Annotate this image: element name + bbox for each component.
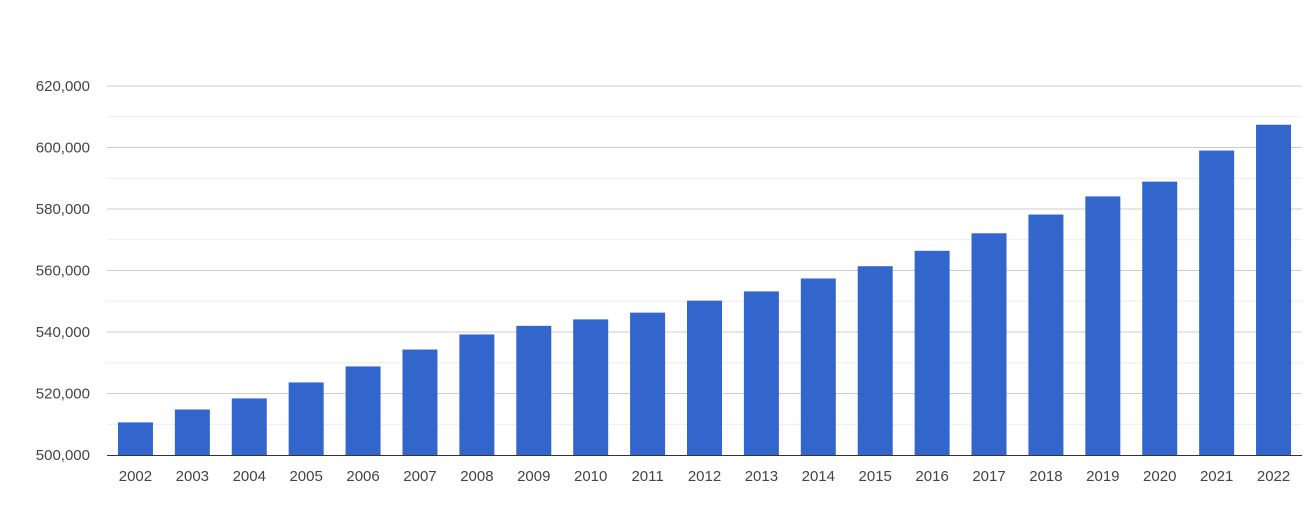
x-tick-label: 2013: [745, 468, 778, 485]
bar-2014: [800, 278, 836, 455]
x-tick-label: 2019: [1086, 468, 1119, 485]
x-tick-label: 2017: [972, 468, 1005, 485]
x-tick-label: 2002: [119, 468, 152, 485]
bar-2019: [1085, 196, 1121, 455]
y-tick-label: 560,000: [36, 263, 90, 280]
y-tick-label: 620,000: [36, 78, 90, 95]
bars: [117, 124, 1292, 456]
bar-2010: [573, 319, 609, 455]
bar-2013: [743, 291, 779, 455]
bar-2017: [971, 233, 1007, 455]
x-tick-label: 2007: [403, 468, 436, 485]
bar-2008: [459, 334, 495, 455]
x-tick-label: 2021: [1200, 468, 1233, 485]
x-tick-label: 2008: [460, 468, 493, 485]
y-axis-ticks: 500,000 520,000 540,000 560,000 580,000 600,0…: [36, 78, 90, 464]
bar-2006: [345, 366, 381, 455]
x-tick-label: 2014: [802, 468, 835, 485]
x-tick-label: 2009: [517, 468, 550, 485]
bar-2011: [630, 312, 666, 455]
bar-2022: [1256, 124, 1292, 456]
x-tick-label: 2020: [1143, 468, 1176, 485]
x-tick-label: 2004: [233, 468, 266, 485]
bar-2007: [402, 349, 438, 455]
x-tick-label: 2012: [688, 468, 721, 485]
y-tick-label: 600,000: [36, 140, 90, 157]
bar-2015: [857, 266, 893, 455]
x-tick-label: 2022: [1257, 468, 1290, 485]
bar-2021: [1199, 150, 1235, 455]
x-tick-label: 2011: [631, 468, 663, 485]
bar-2009: [516, 325, 552, 455]
x-tick-label: 2006: [346, 468, 379, 485]
x-tick-label: 2003: [176, 468, 209, 485]
x-tick-label: 2010: [574, 468, 607, 485]
y-tick-label: 540,000: [36, 324, 90, 341]
bar-2003: [174, 409, 210, 455]
bar-2018: [1028, 214, 1064, 455]
x-tick-label: 2005: [289, 468, 322, 485]
x-tick-label: 2016: [915, 468, 948, 485]
bar-2016: [914, 250, 950, 455]
y-tick-label: 500,000: [36, 447, 90, 464]
y-tick-label: 520,000: [36, 386, 90, 403]
bar-2004: [231, 398, 267, 455]
bar-2002: [117, 422, 153, 455]
x-tick-label: 2015: [859, 468, 892, 485]
y-tick-label: 580,000: [36, 201, 90, 218]
x-tick-label: 2018: [1029, 468, 1062, 485]
bar-2012: [687, 300, 722, 455]
bar-2005: [288, 382, 324, 455]
bar-2020: [1142, 181, 1178, 455]
x-axis-ticks: 2002 2003 2004 2005 2006 2007 2008 2009 2010 2011…: [119, 468, 1290, 485]
